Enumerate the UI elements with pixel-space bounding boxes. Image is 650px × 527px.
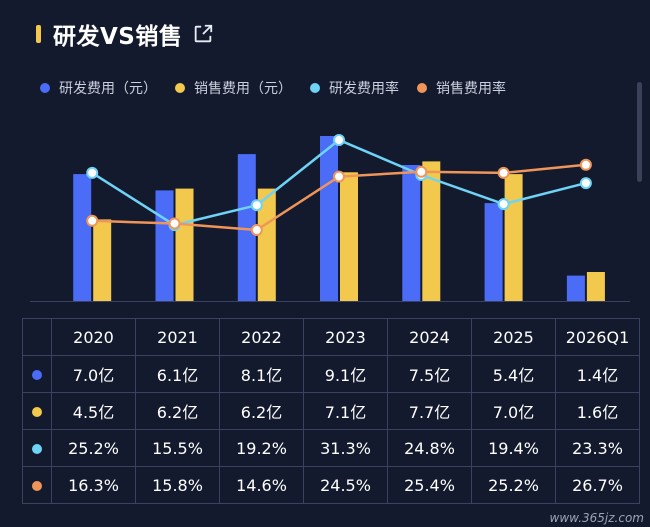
table-cell: 31.3%	[303, 429, 388, 467]
title-accent-bar	[36, 25, 41, 43]
table-corner-cell	[22, 318, 52, 356]
table-header-cell: 2022	[219, 318, 304, 356]
bar-rd-expense	[402, 165, 421, 301]
legend-label: 研发费用（元）	[59, 81, 157, 97]
legend-dot	[40, 83, 50, 93]
table-cell: 5.4亿	[471, 355, 556, 393]
point-sales-rate	[579, 158, 592, 171]
point-sales-rate	[333, 170, 345, 183]
table-row-sales-expense: 4.5亿 6.2亿 6.2亿 7.1亿 7.7亿 7.0亿 1.6亿	[22, 392, 640, 430]
point-sales-rate	[168, 217, 181, 230]
bar-sales-expense	[93, 219, 112, 301]
row-dot	[32, 406, 42, 417]
row-color-key	[22, 355, 52, 393]
row-dot	[32, 369, 42, 380]
table-header-cell: 2024	[387, 318, 472, 356]
watermark: www.365jz.com	[549, 511, 644, 525]
legend-label: 销售费用率	[436, 81, 506, 97]
table-cell: 6.2亿	[219, 392, 304, 430]
external-link-icon[interactable]	[192, 23, 214, 45]
page-title: 研发VS销售	[53, 24, 183, 50]
legend-label: 研发费用率	[329, 81, 399, 97]
point-rd-rate	[497, 198, 510, 211]
bar-rd-expense	[484, 203, 503, 301]
bar-sales-expense	[175, 188, 194, 301]
table-cell: 15.8%	[135, 466, 220, 504]
point-rd-rate	[86, 166, 99, 179]
scrollbar[interactable]	[637, 82, 642, 182]
table-cell: 19.2%	[219, 429, 304, 467]
table-header-cell: 2023	[303, 318, 388, 356]
table-row-sales-rate: 16.3% 15.8% 14.6% 24.5% 25.4% 25.2% 26.7…	[22, 466, 640, 504]
legend-item-sales-rate[interactable]: 销售费用率	[417, 78, 506, 98]
table-cell: 15.5%	[135, 429, 220, 467]
legend-dot	[175, 83, 185, 93]
bar-rd-expense	[237, 154, 256, 301]
legend-item-sales-expense[interactable]: 销售费用（元）	[175, 78, 292, 98]
table-cell: 23.3%	[555, 429, 640, 467]
row-dot	[32, 443, 42, 454]
legend-dot	[417, 83, 427, 93]
table-cell: 1.6亿	[555, 392, 640, 430]
table-cell: 7.0亿	[471, 392, 556, 430]
table-cell: 19.4%	[471, 429, 556, 467]
chart-legend: 研发费用（元） 销售费用（元） 研发费用率 销售费用率	[40, 78, 506, 98]
table-cell: 16.3%	[51, 466, 136, 504]
table-cell: 25.4%	[387, 466, 472, 504]
table-cell: 4.5亿	[51, 392, 136, 430]
point-sales-rate	[415, 165, 428, 178]
bar-sales-expense	[422, 161, 441, 301]
bar-rd-expense	[566, 275, 585, 301]
table-cell: 25.2%	[471, 466, 556, 504]
bar-sales-expense	[257, 188, 276, 301]
table-cell: 14.6%	[219, 466, 304, 504]
point-rd-rate	[250, 199, 263, 212]
point-rd-rate	[579, 177, 592, 190]
table-cell: 26.7%	[555, 466, 640, 504]
table-cell: 24.8%	[387, 429, 472, 467]
point-sales-rate	[250, 224, 263, 236]
legend-dot	[310, 83, 320, 93]
header: 研发VS销售	[36, 18, 214, 50]
table-cell: 24.5%	[303, 466, 388, 504]
table-header-row: 2020 2021 2022 2023 2024 2025 2026Q1	[22, 318, 640, 356]
bar-sales-expense	[340, 172, 358, 301]
table-cell: 1.4亿	[555, 355, 640, 393]
point-rd-rate	[333, 134, 345, 146]
row-dot	[32, 480, 42, 491]
table-header-cell: 2025	[471, 318, 556, 356]
table-cell: 6.1亿	[135, 355, 220, 393]
table-cell: 6.2亿	[135, 392, 220, 430]
row-color-key	[22, 429, 52, 467]
row-color-key	[22, 466, 52, 504]
table-cell: 7.7亿	[387, 392, 472, 430]
combo-chart	[30, 134, 630, 302]
table-cell: 9.1亿	[303, 355, 388, 393]
table-cell: 8.1亿	[219, 355, 304, 393]
data-table: 2020 2021 2022 2023 2024 2025 2026Q1 7.0…	[22, 318, 640, 504]
table-cell: 7.5亿	[387, 355, 472, 393]
legend-item-rd-expense[interactable]: 研发费用（元）	[40, 78, 157, 98]
bar-rd-expense	[320, 136, 338, 301]
table-cell: 7.1亿	[303, 392, 388, 430]
table-cell: 7.0亿	[51, 355, 136, 393]
table-header-cell: 2020	[51, 318, 136, 356]
point-sales-rate	[86, 214, 99, 227]
point-sales-rate	[497, 166, 510, 179]
table-row-rd-rate: 25.2% 15.5% 19.2% 31.3% 24.8% 19.4% 23.3…	[22, 429, 640, 467]
bar-rd-expense	[73, 174, 92, 301]
table-cell: 25.2%	[51, 429, 136, 467]
table-header-cell: 2021	[135, 318, 220, 356]
legend-item-rd-rate[interactable]: 研发费用率	[310, 78, 399, 98]
table-header-cell: 2026Q1	[555, 318, 640, 356]
row-color-key	[22, 392, 52, 430]
bar-sales-expense	[504, 174, 523, 301]
legend-label: 销售费用（元）	[194, 81, 292, 97]
table-row-rd-expense: 7.0亿 6.1亿 8.1亿 9.1亿 7.5亿 5.4亿 1.4亿	[22, 355, 640, 393]
bar-sales-expense	[586, 272, 605, 301]
bar-rd-expense	[155, 190, 174, 301]
